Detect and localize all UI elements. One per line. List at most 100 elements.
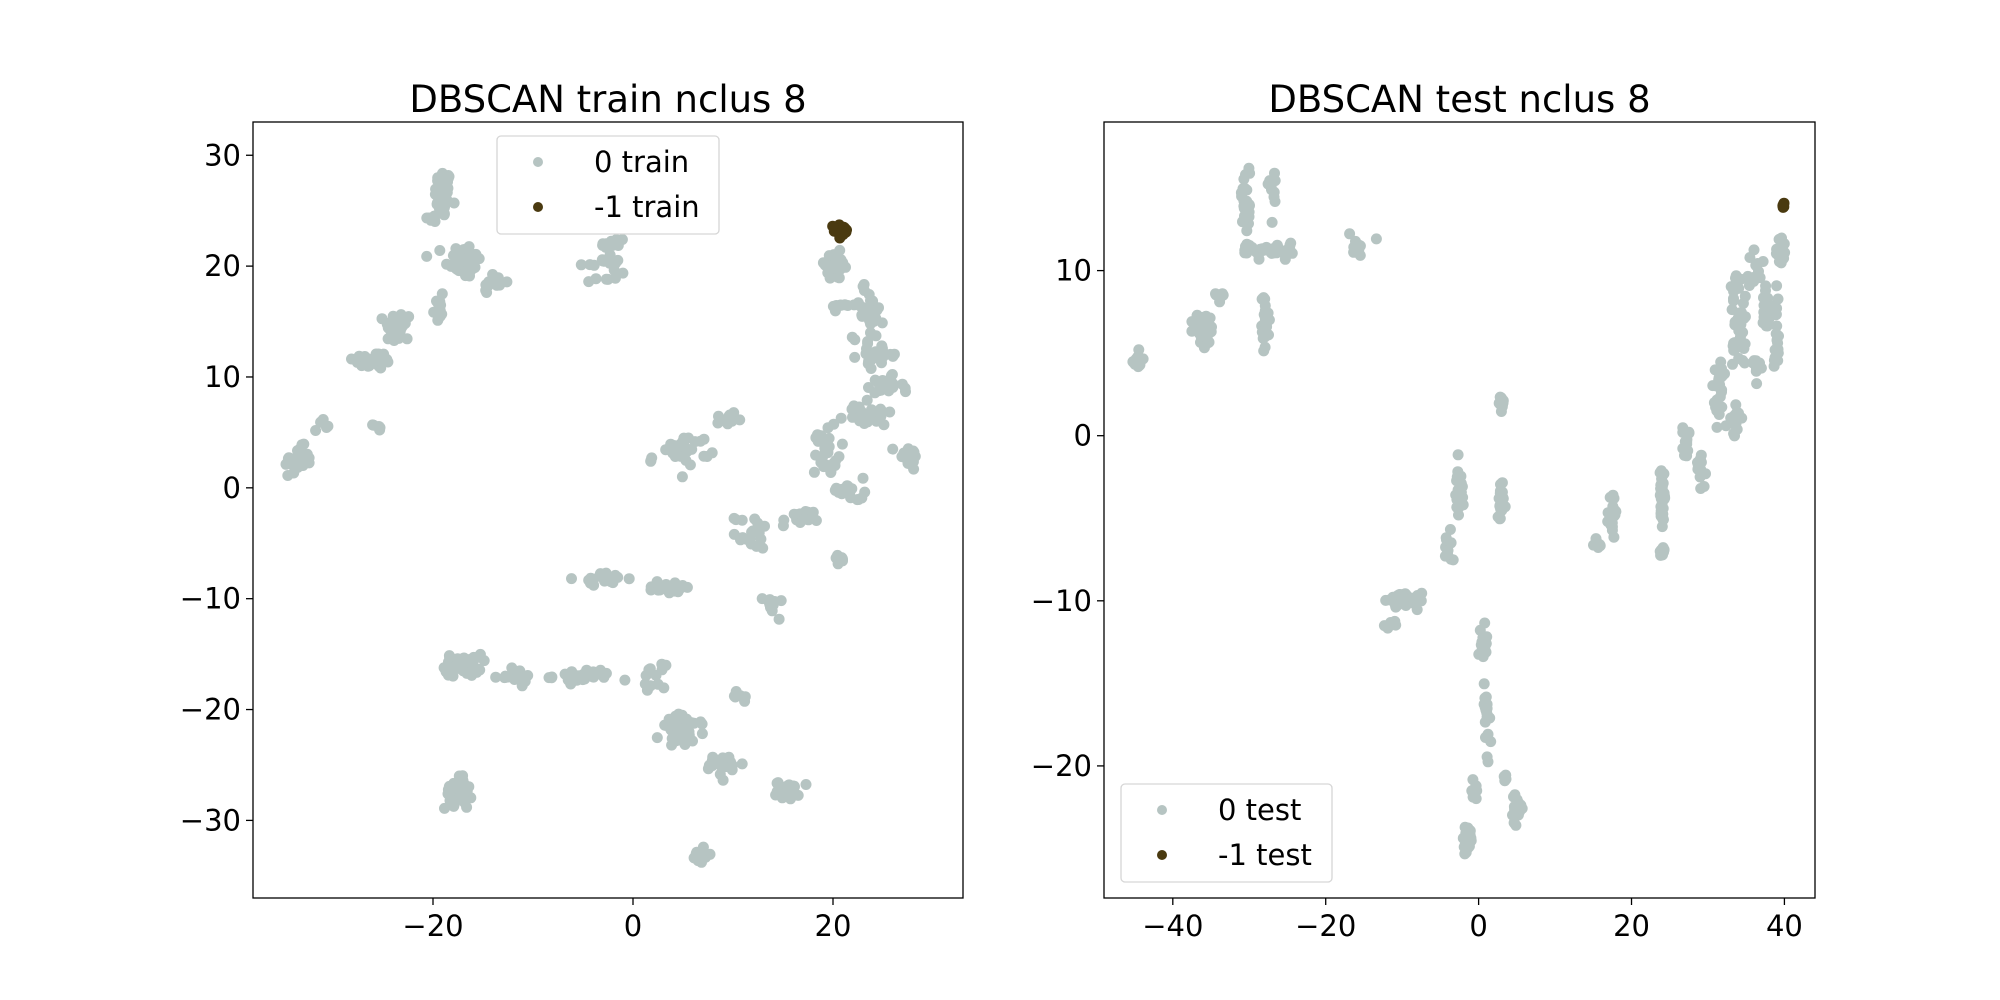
- train-point-series-0-87: [434, 245, 446, 256]
- train-point-series-0-824: [848, 400, 860, 412]
- train-point-series-0-576: [459, 786, 471, 798]
- train-point-series-0-167: [368, 355, 380, 367]
- test-y-tick-label-0: 10: [1055, 254, 1092, 288]
- test-point-series-0-139: [1239, 247, 1251, 259]
- train-point-series-0-231: [296, 439, 308, 451]
- train-point-series-0-260: [600, 273, 612, 285]
- test-point-series-0-223: [1453, 501, 1465, 513]
- train-point-series-0-330: [652, 584, 664, 596]
- train-point-series-0-138: [428, 210, 440, 222]
- test-axes-frame: [1103, 121, 1816, 899]
- train-point-series-0-396: [509, 674, 520, 685]
- train-point-series-0-128: [434, 304, 446, 316]
- test-point-series-0-663: [1773, 233, 1785, 245]
- test-point-series-0-145: [1284, 242, 1296, 254]
- train-point-series-0-869: [836, 438, 848, 450]
- train-point-series-0-828: [887, 443, 899, 455]
- train-point-series-0-584: [448, 777, 460, 789]
- test-point-series-0-626: [1758, 311, 1770, 323]
- train-point-series-0-779: [879, 348, 890, 360]
- test-point-series-0-645: [1772, 355, 1784, 367]
- train-point-series-0-582: [448, 800, 460, 812]
- test-point-series-0-677: [1748, 271, 1760, 283]
- test-point-series-0-301: [1395, 591, 1407, 603]
- test-points: [1127, 162, 1791, 860]
- train-point-series-0-165: [353, 350, 365, 362]
- train-point-series-0-725: [824, 272, 836, 284]
- train-point-series-0-852: [904, 456, 916, 468]
- test-point-series-0-333: [1478, 678, 1490, 690]
- test-point-series-0-166: [1263, 329, 1274, 341]
- test-point-series-0-203: [1496, 401, 1508, 413]
- train-legend-marker-1: [533, 202, 543, 212]
- train-point-series-0-826: [865, 407, 877, 419]
- test-point-series-0-686: [1733, 282, 1745, 294]
- test-point-series-0-66: [1186, 325, 1198, 337]
- test-point-series-0-544: [1709, 364, 1721, 376]
- train-point-series-0-179: [382, 356, 394, 368]
- train-point-series-0-112: [490, 273, 502, 285]
- train-y-tick-label-3: 0: [223, 471, 241, 505]
- test-point-series-0-267: [1494, 492, 1506, 504]
- train-point-series-0-780: [888, 348, 900, 360]
- test-point-series-0-586: [1733, 325, 1745, 337]
- train-point-series-0-735: [857, 280, 869, 292]
- train-point-series-0-675: [788, 508, 800, 520]
- train-point-series-0-289: [566, 573, 577, 585]
- test-point-series-0-438: [1607, 501, 1619, 512]
- test-point-series-0-344: [1482, 756, 1494, 768]
- train-point-series-0-59: [439, 200, 451, 212]
- test-chart-title: DBSCAN test nclus 8: [1268, 78, 1650, 121]
- train-point-series-0-872: [808, 466, 820, 478]
- train-point-series-0-762: [849, 351, 861, 363]
- train-point-series-0-236: [288, 467, 300, 479]
- train-point-series-0-772: [865, 363, 877, 374]
- train-x-tick-label-2: 20: [815, 909, 852, 943]
- train-point-series-0-778: [869, 348, 881, 360]
- train-point-series-0-676: [799, 513, 811, 525]
- test-scatter-panel: DBSCAN test nclus 8 −40 −20 0 20 40 10 0 −10 −20…: [1031, 78, 1816, 943]
- train-legend-box: [496, 135, 720, 235]
- train-point-series-0-905: [839, 299, 851, 311]
- test-point-series-0-553: [1730, 399, 1742, 411]
- train-point-series-0-881: [815, 430, 827, 442]
- test-point-series-0-417: [1510, 801, 1522, 813]
- test-x-tick-label-2: 0: [1469, 909, 1487, 943]
- test-point-series-0-138: [1253, 253, 1265, 265]
- test-point-series-0-186: [1344, 228, 1356, 240]
- test-point-series-0-391: [1461, 842, 1473, 854]
- train-point-series-0-543: [800, 779, 812, 790]
- train-point-series-0-827: [877, 406, 888, 418]
- train-point-series-0-802: [899, 382, 911, 394]
- test-point-series-0-24: [1127, 356, 1139, 368]
- test-point-series-0-336: [1480, 646, 1492, 658]
- train-point-series-0-660: [746, 526, 758, 538]
- test-point-series-0-540: [1713, 409, 1725, 420]
- train-point-series-0-694: [775, 595, 787, 607]
- test-x-tick-label-0: −40: [1142, 909, 1203, 943]
- train-point-series-0-751: [870, 330, 882, 342]
- train-point-series-0-58: [439, 178, 451, 190]
- train-point-series-0-442: [660, 659, 672, 671]
- test-point-series-0-414: [1510, 819, 1522, 831]
- train-point-series-0-688: [830, 552, 842, 564]
- train-point-series-0-375: [440, 663, 452, 675]
- train-x-tick-label-0: −20: [402, 909, 463, 943]
- test-y-tick-label-2: −10: [1031, 584, 1092, 618]
- train-point-series-0-259: [609, 272, 621, 284]
- test-point-series-0-687: [1728, 293, 1739, 304]
- train-point-series-0-700: [765, 600, 777, 612]
- test-point-series-0-69: [1186, 316, 1198, 328]
- test-point-series-0-266: [1496, 477, 1508, 489]
- test-y-tick-label-3: −20: [1031, 749, 1092, 783]
- test-point-series-0-581: [1739, 290, 1751, 302]
- test-point-series-0-507: [1678, 425, 1690, 437]
- train-point-series-0-821: [854, 415, 866, 427]
- train-point-series-0-631: [669, 451, 681, 462]
- train-point-series-0-548: [781, 786, 793, 798]
- train-point-series-0-746: [876, 317, 888, 329]
- train-point-series-0-906: [829, 305, 841, 317]
- train-y-tick-label-4: −10: [180, 582, 241, 616]
- train-point-series-0-374: [465, 653, 477, 665]
